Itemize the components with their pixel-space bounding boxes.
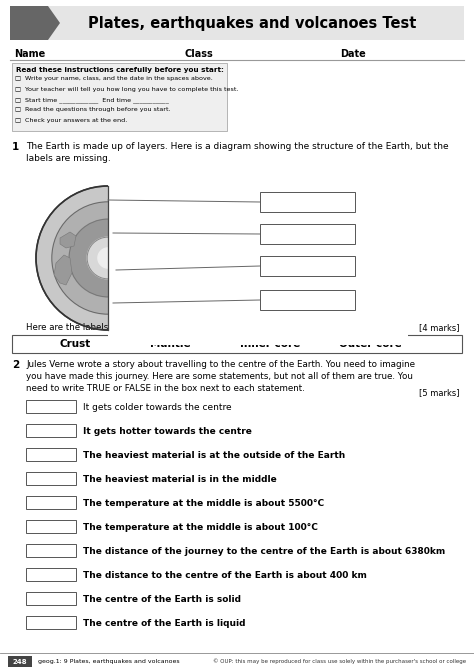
Text: The temperature at the middle is about 100°C: The temperature at the middle is about 1…: [83, 523, 318, 531]
Text: The centre of the Earth is liquid: The centre of the Earth is liquid: [83, 618, 246, 628]
Polygon shape: [10, 6, 60, 40]
Text: The Earth is made up of layers. Here is a diagram showing the structure of the E: The Earth is made up of layers. Here is …: [26, 142, 448, 163]
Text: The heaviest material is in the middle: The heaviest material is in the middle: [83, 474, 277, 484]
Text: Here are the labels. You need to put the right label in the right box.: Here are the labels. You need to put the…: [26, 323, 317, 332]
Bar: [108, 181, 408, 345]
Polygon shape: [54, 255, 72, 285]
Text: 1: 1: [12, 142, 19, 152]
Text: © OUP: this may be reproduced for class use solely within the purchaser's school: © OUP: this may be reproduced for class …: [213, 659, 466, 665]
Text: It gets colder towards the centre: It gets colder towards the centre: [83, 403, 232, 411]
Text: [4 marks]: [4 marks]: [419, 323, 460, 332]
Text: □  Check your answers at the end.: □ Check your answers at the end.: [15, 118, 127, 123]
Text: □  Start time ____________  End time ___________: □ Start time ____________ End time _____…: [15, 97, 169, 103]
Circle shape: [87, 237, 129, 279]
Bar: [26, 496, 76, 509]
Bar: [12, 63, 227, 131]
Bar: [26, 616, 76, 629]
Circle shape: [69, 219, 147, 297]
Text: The heaviest material is at the outside of the Earth: The heaviest material is at the outside …: [83, 450, 345, 460]
Text: 248: 248: [13, 659, 27, 665]
Text: Crust: Crust: [59, 339, 91, 349]
Polygon shape: [60, 232, 76, 248]
Text: The centre of the Earth is solid: The centre of the Earth is solid: [83, 594, 241, 604]
Text: The distance to the centre of the Earth is about 400 km: The distance to the centre of the Earth …: [83, 570, 367, 580]
Bar: [26, 448, 76, 461]
Bar: [260, 224, 355, 244]
Text: The distance of the journey to the centre of the Earth is about 6380km: The distance of the journey to the centr…: [83, 547, 445, 555]
Bar: [260, 290, 355, 310]
Text: Outer core: Outer core: [338, 339, 401, 349]
Text: Plates, earthquakes and volcanoes Test: Plates, earthquakes and volcanoes Test: [88, 16, 416, 31]
Wedge shape: [108, 181, 185, 335]
Bar: [10, 6, 464, 40]
Text: Mantle: Mantle: [150, 339, 191, 349]
Text: Jules Verne wrote a story about travelling to the centre of the Earth. You need : Jules Verne wrote a story about travelli…: [26, 360, 415, 393]
Text: 2: 2: [12, 360, 19, 370]
Text: It gets hotter towards the centre: It gets hotter towards the centre: [83, 427, 252, 436]
Circle shape: [98, 248, 118, 268]
Text: The temperature at the middle is about 5500°C: The temperature at the middle is about 5…: [83, 498, 324, 507]
Bar: [260, 192, 355, 212]
Bar: [26, 592, 76, 605]
Text: geog.1: 9 Plates, earthquakes and volcanoes: geog.1: 9 Plates, earthquakes and volcan…: [38, 659, 180, 664]
Bar: [260, 256, 355, 276]
Bar: [26, 472, 76, 485]
Text: [5 marks]: [5 marks]: [419, 388, 460, 397]
Bar: [26, 544, 76, 557]
Bar: [26, 400, 76, 413]
Circle shape: [36, 186, 180, 330]
Text: □  Your teacher will tell you how long you have to complete this test.: □ Your teacher will tell you how long yo…: [15, 86, 238, 92]
Circle shape: [52, 202, 164, 314]
Text: Inner core: Inner core: [240, 339, 300, 349]
Text: Name: Name: [14, 49, 45, 59]
Bar: [8, 656, 32, 667]
Bar: [26, 568, 76, 581]
Text: Date: Date: [340, 49, 366, 59]
Bar: [26, 424, 76, 437]
Bar: [26, 520, 76, 533]
Text: □  Read the questions through before you start.: □ Read the questions through before you …: [15, 107, 171, 113]
Text: Class: Class: [185, 49, 214, 59]
Text: Read these instructions carefully before you start:: Read these instructions carefully before…: [16, 67, 224, 73]
Text: □  Write your name, class, and the date in the spaces above.: □ Write your name, class, and the date i…: [15, 76, 213, 81]
Bar: [12, 335, 462, 353]
